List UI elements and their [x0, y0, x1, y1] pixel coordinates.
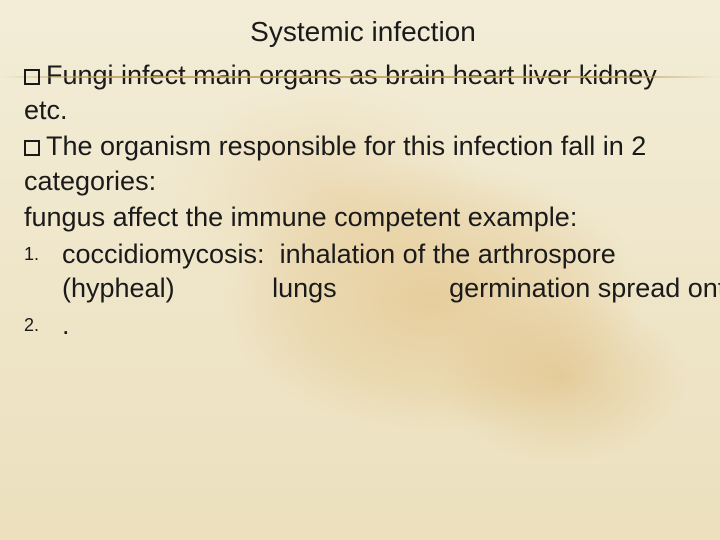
item-text: inhalation of the arthrospore [280, 239, 616, 269]
numbered-list: coccidiomycosis: inhalation of the arthr… [24, 237, 702, 343]
item-lead: coccidiomycosis: [62, 239, 265, 269]
slide-content: Fungi infect main organs as brain heart … [24, 58, 702, 342]
title-underline [0, 76, 720, 78]
numbered-item: . [24, 308, 702, 343]
bullet-text: Fungi infect main organs as brain heart … [24, 60, 657, 125]
bullet-item: The organism responsible for this infect… [24, 129, 702, 198]
item-text: (hypheal) lungs germination spread onto … [62, 273, 720, 303]
bullet-item: Fungi infect main organs as brain heart … [24, 58, 702, 127]
square-bullet-icon [24, 69, 40, 85]
bullet-list: Fungi infect main organs as brain heart … [24, 58, 702, 235]
square-bullet-icon [24, 140, 40, 156]
numbered-item: coccidiomycosis: inhalation of the arthr… [24, 237, 702, 306]
bullet-text: The organism responsible for this infect… [24, 131, 646, 196]
slide-title: Systemic infection [24, 16, 702, 48]
bullet-subtext: fungus affect the immune competent examp… [24, 200, 702, 235]
item-text: . [62, 310, 70, 340]
